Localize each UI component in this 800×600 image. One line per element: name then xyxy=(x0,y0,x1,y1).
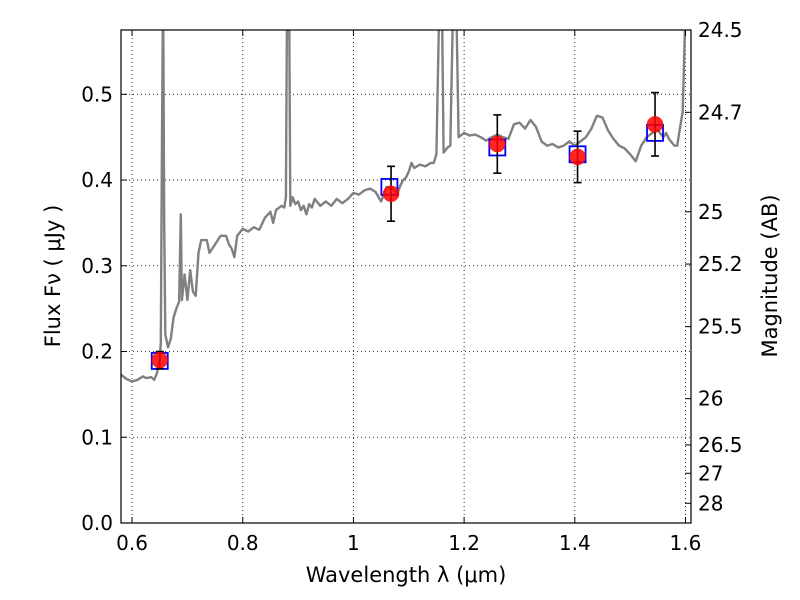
observed-circle-marker xyxy=(382,185,400,203)
spectrum-group xyxy=(121,30,687,383)
observed-points-group xyxy=(151,116,664,369)
error-bars-group xyxy=(155,91,660,370)
observed-circle-marker xyxy=(569,148,586,166)
x-tick-label: 1.2 xyxy=(448,531,480,555)
y2-tick-label: 28 xyxy=(698,491,723,515)
y2-axis-label: Magnitude (AB) xyxy=(758,194,782,357)
y2-axis-ticks: 24.5 24.7 25 25.2 25.5 26 26.5 27 28 xyxy=(685,18,743,515)
x-tick-label: 1.6 xyxy=(670,531,702,555)
y2-tick-label: 27 xyxy=(698,461,723,485)
spectrum-line xyxy=(121,30,687,383)
plot-background xyxy=(121,30,691,523)
y2-tick-label: 24.5 xyxy=(698,18,743,42)
x-axis-label: Wavelength λ (μm) xyxy=(306,563,507,587)
x-tick-label: 1 xyxy=(347,531,360,555)
y-tick-label: 0.1 xyxy=(81,425,113,449)
y2-tick-label: 25.5 xyxy=(698,315,743,339)
y2-tick-label: 26.5 xyxy=(698,433,743,457)
y-tick-label: 0.2 xyxy=(81,340,113,364)
y-tick-label: 0.0 xyxy=(81,511,113,535)
y-axis-ticks: 0.0 0.1 0.2 0.3 0.4 0.5 xyxy=(81,82,127,535)
y2-tick-label: 25.2 xyxy=(698,252,743,276)
observed-circle-marker xyxy=(646,116,664,133)
observed-circle-marker xyxy=(489,135,506,153)
x-axis-ticks: 0.6 0.8 1 1.2 1.4 1.6 xyxy=(116,30,701,555)
y2-tick-label: 25 xyxy=(698,200,723,224)
y2-tick-label: 24.7 xyxy=(698,100,743,124)
x-tick-label: 0.8 xyxy=(227,531,259,555)
y2-tick-label: 26 xyxy=(698,387,723,411)
x-tick-label: 0.6 xyxy=(116,531,148,555)
y-axis-label: Flux Fν ( μJy ) xyxy=(41,205,65,348)
x-tick-label: 1.4 xyxy=(559,531,591,555)
observed-circle-marker xyxy=(151,351,168,369)
y-tick-label: 0.3 xyxy=(81,254,113,278)
plot-frame xyxy=(120,29,692,524)
y-tick-label: 0.4 xyxy=(81,168,113,192)
y-tick-label: 0.5 xyxy=(81,82,113,106)
